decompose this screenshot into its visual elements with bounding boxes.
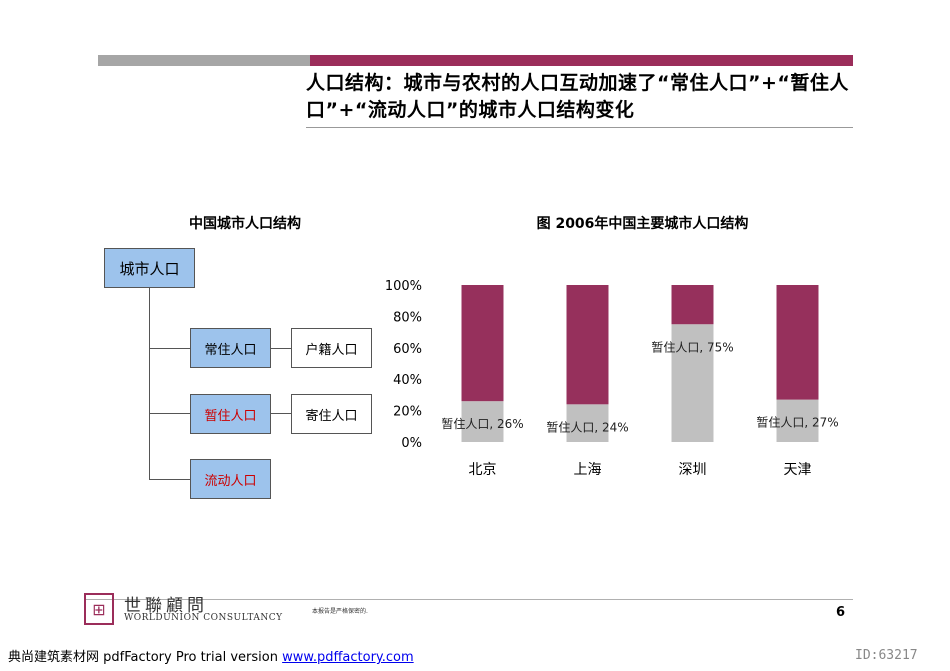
bar-segment-other xyxy=(461,285,504,402)
document-id: ID:63217 xyxy=(855,648,918,663)
footer-divider xyxy=(85,599,853,600)
note-lodging-population: 寄住人口 xyxy=(291,394,372,434)
page-number: 6 xyxy=(836,605,846,620)
node-temporary-population: 暂住人口 xyxy=(190,394,271,434)
confidential-note: 本报告是严格保密的. xyxy=(312,608,368,615)
bar-data-label: 暂住人口, 26% xyxy=(441,417,523,431)
bar-data-label: 暂住人口, 24% xyxy=(546,420,628,434)
node-label: 流动人口 xyxy=(204,473,257,489)
tree-note-line xyxy=(270,348,291,349)
header-accent-bar xyxy=(310,55,853,66)
title-divider xyxy=(306,127,853,128)
bar-segment-temporary xyxy=(461,401,504,442)
bar-segment-temporary xyxy=(671,324,714,442)
watermark-link[interactable]: www.pdffactory.com xyxy=(282,650,414,665)
header-gray-bar xyxy=(98,55,310,66)
note-registered-population: 户籍人口 xyxy=(291,328,372,368)
bar-segment-other xyxy=(671,285,714,325)
tree-trunk-line xyxy=(149,287,150,480)
worldunion-logo-icon: ⊞ xyxy=(84,593,114,625)
bar-segment-other xyxy=(776,285,819,400)
y-tick-label: 20% xyxy=(393,405,422,420)
y-tick-label: 0% xyxy=(401,436,422,451)
y-tick-label: 100% xyxy=(385,279,422,294)
bar-segment-other xyxy=(566,285,609,405)
watermark-text: 典尚建筑素材网 pdfFactory Pro trial version xyxy=(8,650,283,665)
y-tick-label: 60% xyxy=(393,342,422,357)
y-tick-label: 40% xyxy=(393,373,422,388)
tree-note-line xyxy=(270,413,291,414)
node-label: 暂住人口 xyxy=(204,408,257,424)
logo-chinese-name: 世聯顧問 xyxy=(124,596,208,616)
pdf-watermark: 典尚建筑素材网 pdfFactory Pro trial version www… xyxy=(8,646,414,665)
node-floating-population: 流动人口 xyxy=(190,459,271,499)
chart-title: 图 2006年中国主要城市人口结构 xyxy=(536,216,749,232)
tree-branch-line xyxy=(149,348,191,349)
node-label: 常住人口 xyxy=(204,342,257,358)
stacked-bar-chart: 0% 20% 40% 60% 80% 100% 暂住人口, 26% 北京 暂住人口, 24% 上海… xyxy=(385,279,839,478)
node-permanent-population: 常住人口 xyxy=(190,328,271,368)
slide-title: 人口结构：城市与农村的人口互动加速了“常住人口”+“暂住人口”+“流动人口”的城… xyxy=(306,72,849,121)
diagram-root-node: 城市人口 xyxy=(104,248,195,288)
x-tick-label: 上海 xyxy=(574,462,602,478)
note-label: 户籍人口 xyxy=(305,342,358,358)
y-tick-label: 80% xyxy=(393,310,422,325)
root-node-label: 城市人口 xyxy=(119,259,180,278)
note-label: 寄住人口 xyxy=(305,408,358,424)
bar-data-label: 暂住人口, 75% xyxy=(651,340,733,354)
diagram-title: 中国城市人口结构 xyxy=(189,216,301,232)
bar-segment-temporary xyxy=(566,404,609,442)
tree-branch-line xyxy=(149,479,191,480)
logo-english-name: WORLDUNION CONSULTANCY xyxy=(124,613,283,623)
bar-data-label: 暂住人口, 27% xyxy=(756,416,838,430)
x-tick-label: 深圳 xyxy=(679,462,707,478)
x-tick-label: 北京 xyxy=(469,462,497,478)
bar-segment-temporary xyxy=(776,399,819,442)
tree-branch-line xyxy=(149,413,191,414)
x-tick-label: 天津 xyxy=(784,462,812,478)
